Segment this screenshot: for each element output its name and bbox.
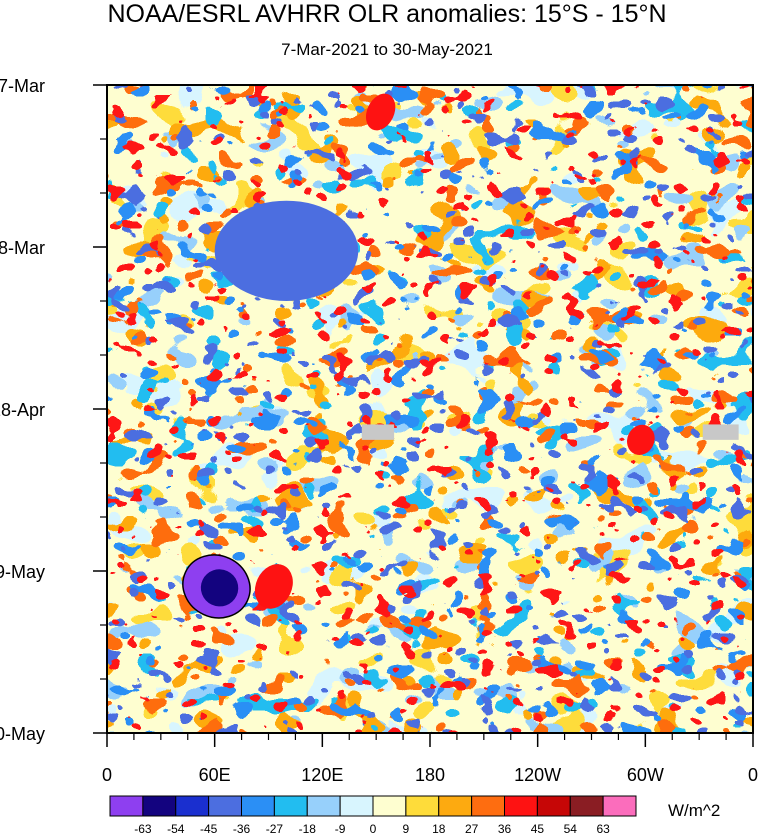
anomaly-feature bbox=[254, 564, 293, 609]
colorbar-units: W/m^2 bbox=[668, 801, 721, 820]
colorbar-box bbox=[438, 795, 473, 817]
colorbar-box bbox=[569, 795, 604, 817]
colorbar-box bbox=[241, 795, 275, 817]
y-tick-label: 30-May bbox=[0, 724, 45, 744]
colorbar-box bbox=[273, 795, 308, 817]
colorbar-label: -63 bbox=[134, 822, 152, 834]
colorbar-label: 0 bbox=[370, 822, 377, 834]
colorbar-box bbox=[602, 795, 637, 817]
colorbar-label: 54 bbox=[564, 822, 578, 834]
x-tick-label: 0 bbox=[748, 765, 758, 785]
colorbar-label: -9 bbox=[335, 822, 346, 834]
colorbar: -63 -54 -45 -36 -27 -18 -9 0 9 18 27 36 45 54 63 bbox=[109, 795, 637, 834]
colorbar-label: 27 bbox=[465, 822, 479, 834]
colorbar-box bbox=[142, 795, 177, 817]
chart-subtitle: 7-Mar-2021 to 30-May-2021 bbox=[281, 40, 493, 59]
x-tick-label: 180 bbox=[415, 765, 445, 785]
y-tick-label: 18-Apr bbox=[0, 400, 45, 420]
colorbar-label: 45 bbox=[531, 822, 545, 834]
anomaly-feature bbox=[365, 93, 396, 131]
colorbar-box bbox=[405, 795, 440, 817]
colorbar-box bbox=[306, 795, 341, 817]
x-axis: 0 60E 120E 180 120W 60W 0 bbox=[102, 733, 758, 785]
colorbar-label: -36 bbox=[233, 822, 251, 834]
colorbar-label: 63 bbox=[596, 822, 610, 834]
colorbar-box bbox=[471, 795, 505, 817]
colorbar-box bbox=[536, 795, 571, 817]
anomaly-feature bbox=[214, 200, 359, 301]
anomaly-features bbox=[182, 93, 739, 619]
x-tick-label: 0 bbox=[102, 765, 112, 785]
y-tick-label: 28-Mar bbox=[0, 238, 45, 258]
y-tick-label: 9-May bbox=[0, 562, 45, 582]
missing-data-patch bbox=[702, 424, 739, 440]
colorbar-label: -27 bbox=[266, 822, 284, 834]
colorbar-box bbox=[109, 795, 144, 817]
y-axis: 7-Mar 28-Mar 18-Apr 9-May 30-May bbox=[0, 76, 107, 744]
x-tick-label: 60W bbox=[627, 765, 664, 785]
colorbar-box bbox=[504, 795, 538, 817]
colorbar-label: -18 bbox=[299, 822, 317, 834]
missing-data-patch bbox=[361, 424, 395, 440]
colorbar-box bbox=[175, 795, 210, 817]
y-tick-label: 7-Mar bbox=[0, 76, 45, 96]
field-layer bbox=[107, 85, 753, 733]
colorbar-box bbox=[372, 795, 407, 817]
colorbar-label: 36 bbox=[498, 822, 512, 834]
colorbar-label: 18 bbox=[432, 822, 446, 834]
colorbar-label: 9 bbox=[403, 822, 410, 834]
colorbar-box bbox=[208, 795, 242, 817]
x-tick-label: 60E bbox=[199, 765, 231, 785]
colorbar-box bbox=[339, 795, 374, 817]
x-tick-label: 120W bbox=[514, 765, 561, 785]
x-tick-label: 120E bbox=[301, 765, 343, 785]
chart-title: NOAA/ESRL AVHRR OLR anomalies: 15°S - 15… bbox=[107, 0, 667, 28]
colorbar-label: -54 bbox=[167, 822, 185, 834]
anomaly-feature bbox=[627, 424, 655, 455]
colorbar-label: -45 bbox=[200, 822, 218, 834]
anomaly-feature-core bbox=[200, 569, 239, 607]
anomaly-field bbox=[107, 85, 753, 733]
